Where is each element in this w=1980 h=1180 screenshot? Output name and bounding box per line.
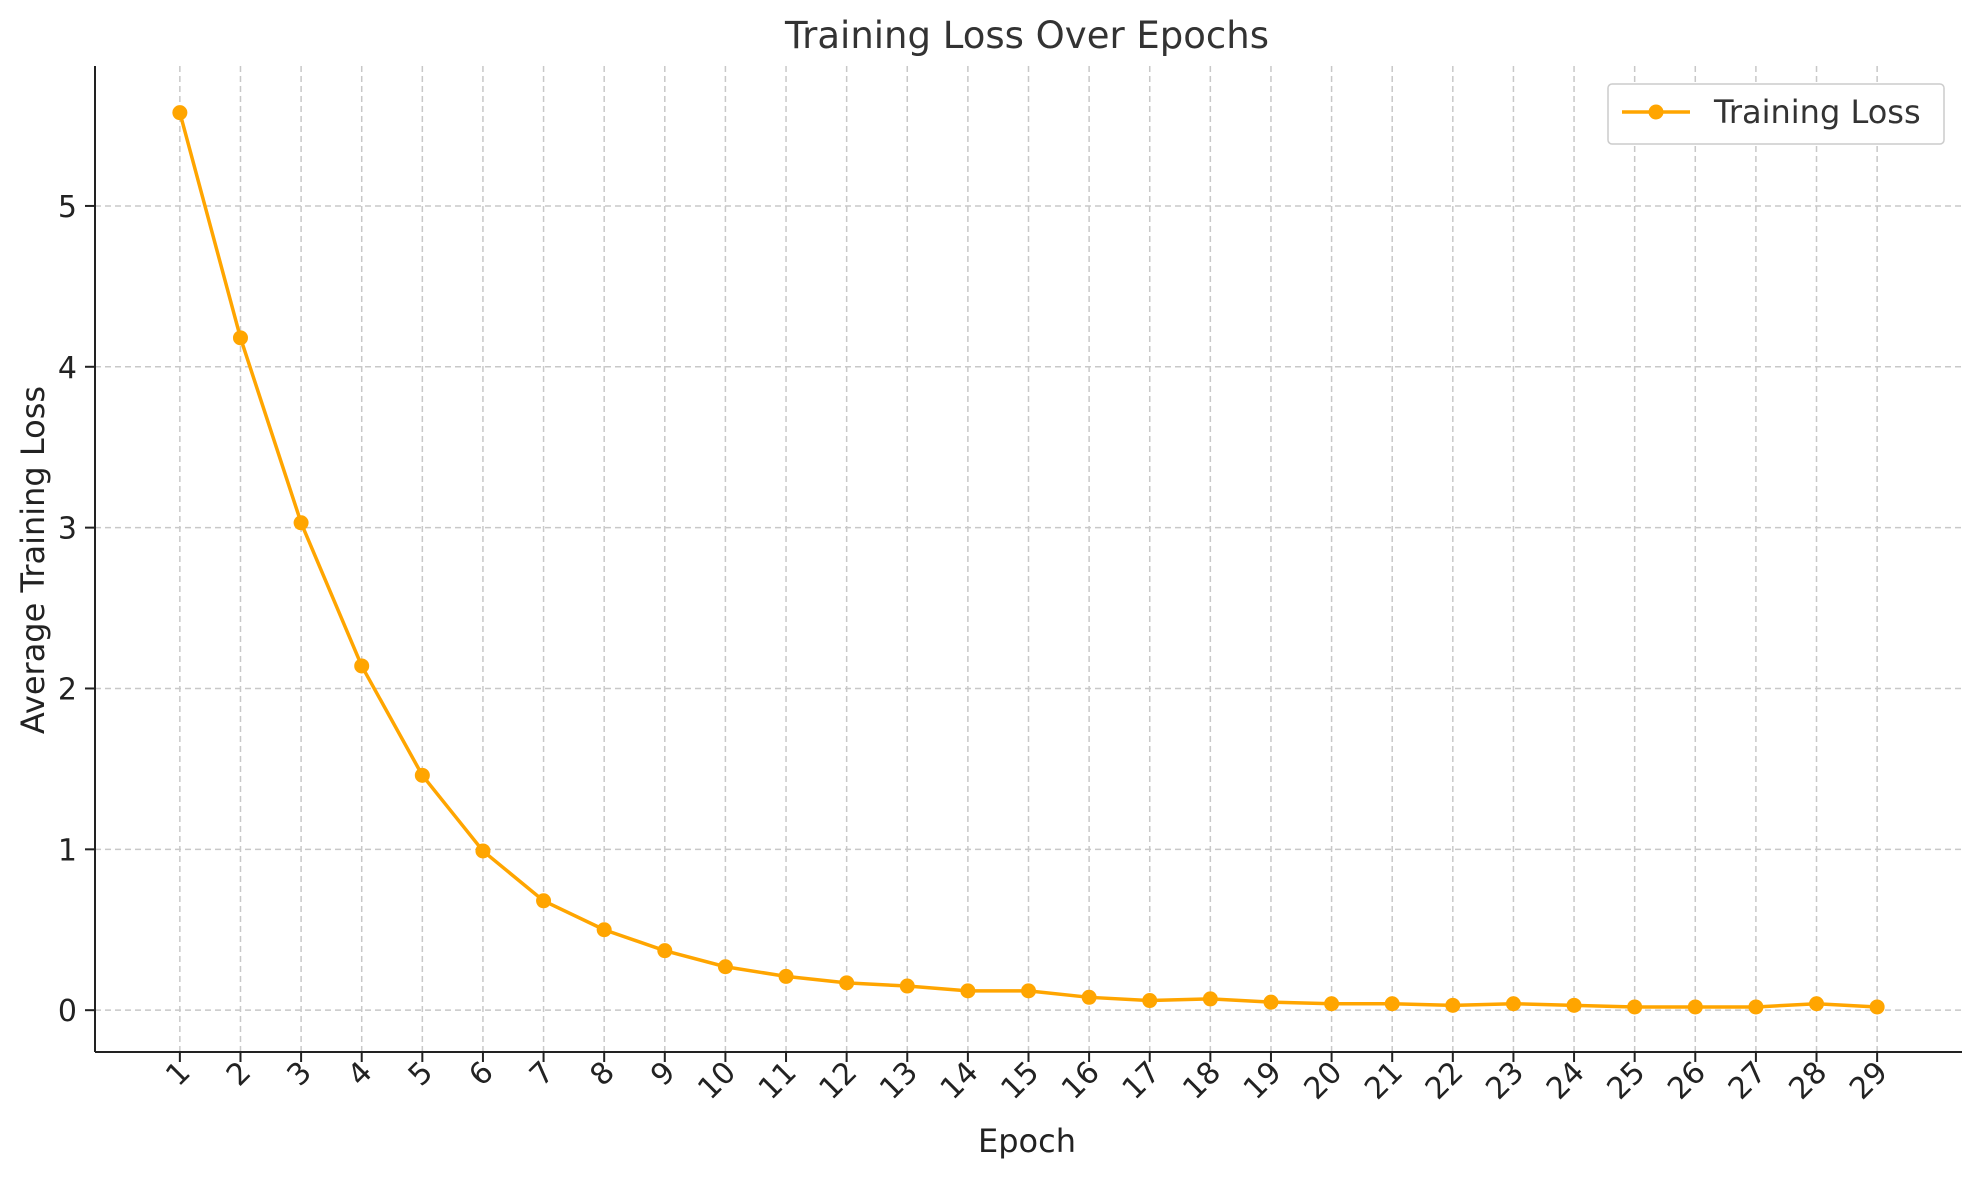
data-point xyxy=(1021,983,1036,999)
data-point xyxy=(1748,999,1764,1015)
data-point xyxy=(1869,999,1885,1015)
x-tick-label: 19 xyxy=(1237,1055,1289,1107)
x-tick-label: 20 xyxy=(1297,1055,1349,1107)
y-tick-label: 3 xyxy=(58,512,77,547)
data-point xyxy=(354,658,370,674)
x-tick-label: 3 xyxy=(281,1055,319,1093)
x-tick-label: 17 xyxy=(1116,1055,1168,1107)
grid-layer xyxy=(95,66,1962,1052)
x-tick-label: 11 xyxy=(752,1055,804,1107)
x-axis-label: Epoch xyxy=(978,1122,1076,1160)
data-point xyxy=(1809,996,1825,1012)
x-tick-label: 5 xyxy=(402,1055,440,1093)
x-tick-label: 15 xyxy=(994,1055,1046,1107)
data-point xyxy=(1505,996,1521,1012)
x-tick-label: 4 xyxy=(341,1055,379,1093)
x-tick-label: 26 xyxy=(1661,1055,1713,1107)
data-point xyxy=(1324,996,1340,1012)
chart-title: Training Loss Over Epochs xyxy=(784,14,1269,57)
x-tick-label: 9 xyxy=(644,1055,682,1093)
legend-box xyxy=(1607,83,1945,145)
data-point xyxy=(717,959,733,975)
ticks-layer: 1 2 3 4 5 6 7 8 9 10 11 12 13 14 15 16 17 18 19 20 21 22 23 24 2… xyxy=(58,190,1895,1107)
x-tick-label: 16 xyxy=(1055,1055,1107,1107)
legend-marker-swatch xyxy=(1648,104,1664,120)
data-point xyxy=(1384,996,1400,1012)
y-tick-label: 1 xyxy=(58,833,77,868)
x-tick-label: 2 xyxy=(220,1055,258,1093)
x-tick-label: 23 xyxy=(1479,1055,1531,1107)
x-tick-label: 22 xyxy=(1419,1055,1471,1107)
data-point xyxy=(293,515,309,531)
data-point xyxy=(1263,994,1279,1010)
data-point xyxy=(960,983,976,999)
x-tick-label: 13 xyxy=(873,1055,925,1107)
x-tick-label: 18 xyxy=(1176,1055,1228,1107)
x-tick-label: 28 xyxy=(1782,1055,1834,1107)
data-point xyxy=(596,922,612,938)
data-point xyxy=(1687,999,1703,1015)
x-tick-label: 8 xyxy=(584,1055,622,1093)
data-point xyxy=(172,105,188,121)
data-point xyxy=(1202,991,1218,1007)
data-point xyxy=(1081,989,1097,1005)
y-tick-label: 0 xyxy=(58,994,77,1029)
x-tick-label: 29 xyxy=(1843,1055,1895,1107)
y-tick-label: 4 xyxy=(58,351,77,386)
data-point xyxy=(1566,997,1582,1013)
data-point xyxy=(414,767,430,783)
x-tick-label: 10 xyxy=(691,1055,743,1107)
legend-label: Training Loss xyxy=(1713,93,1921,131)
data-point xyxy=(1142,993,1158,1009)
data-point xyxy=(839,975,855,991)
x-tick-label: 21 xyxy=(1358,1055,1410,1107)
data-point xyxy=(232,330,248,346)
x-tick-label: 24 xyxy=(1540,1055,1592,1107)
series-layer xyxy=(172,105,1885,1015)
x-tick-label: 1 xyxy=(159,1055,197,1093)
x-tick-label: 27 xyxy=(1722,1055,1774,1107)
legend: Training Loss xyxy=(1607,83,1945,145)
data-point xyxy=(536,893,552,909)
y-tick-label: 2 xyxy=(58,672,77,707)
data-point xyxy=(899,978,915,994)
data-point xyxy=(1627,999,1643,1015)
y-axis-label: Average Training Loss xyxy=(14,386,52,734)
data-point xyxy=(1445,997,1461,1013)
data-point xyxy=(778,968,794,984)
data-point xyxy=(475,843,491,859)
x-tick-label: 12 xyxy=(813,1055,865,1107)
x-tick-label: 7 xyxy=(523,1055,561,1093)
y-tick-label: 5 xyxy=(58,190,77,225)
x-tick-label: 14 xyxy=(934,1055,986,1107)
x-tick-label: 6 xyxy=(462,1055,500,1093)
x-tick-label: 25 xyxy=(1601,1055,1653,1107)
data-point xyxy=(657,943,673,959)
